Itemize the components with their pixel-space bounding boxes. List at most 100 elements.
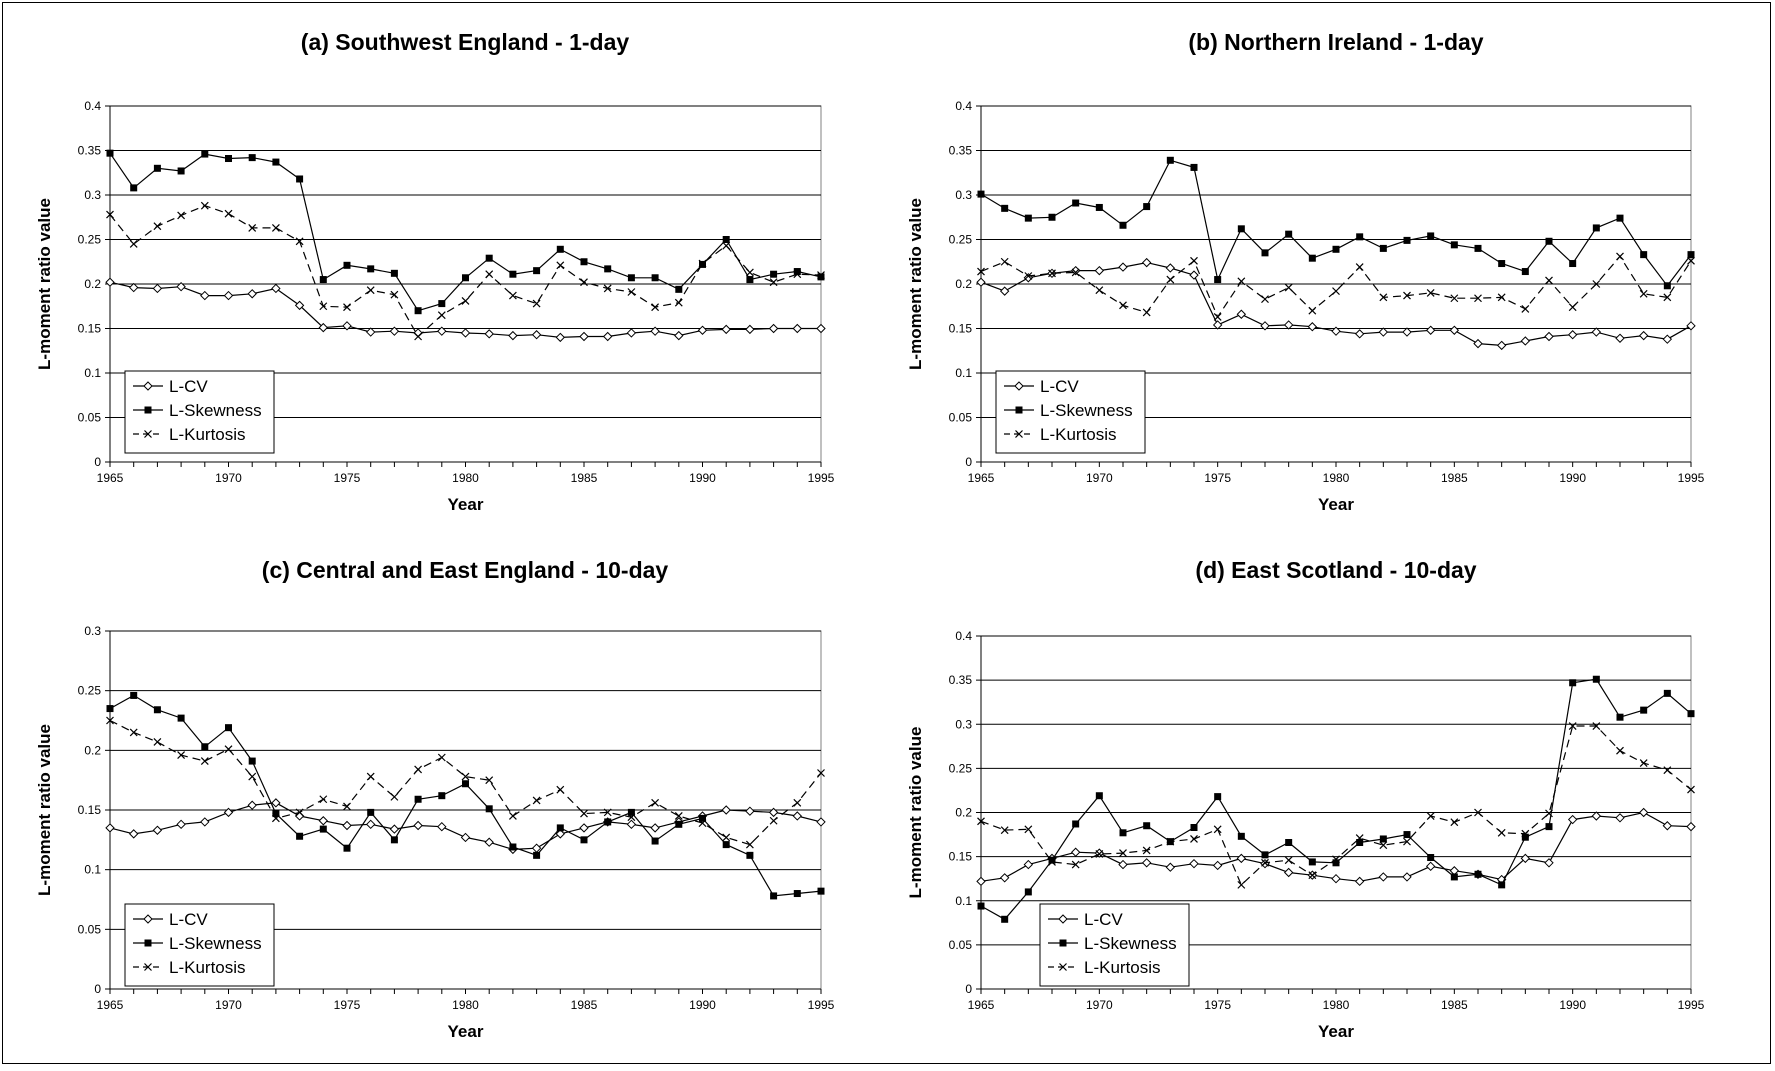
data-point <box>130 184 138 192</box>
data-point <box>1236 309 1247 319</box>
data-point <box>319 795 328 804</box>
data-point <box>1450 873 1458 881</box>
data-point <box>1048 269 1056 278</box>
y-tick-label: 0.25 <box>949 233 973 247</box>
x-tick-label: 1975 <box>1204 998 1231 1012</box>
y-tick-label: 0.2 <box>84 277 101 291</box>
data-point <box>976 277 986 287</box>
cross-stroke <box>745 840 754 849</box>
cross-stroke <box>1592 280 1601 288</box>
data-point <box>1261 851 1269 859</box>
data-point <box>1354 329 1365 339</box>
data-point <box>977 902 985 910</box>
data-point <box>722 236 730 243</box>
x-axis-label: Year <box>1318 495 1354 514</box>
data-point <box>225 155 232 163</box>
data-point <box>1095 850 1104 858</box>
data-point <box>1118 262 1128 272</box>
data-point <box>977 267 985 276</box>
data-point <box>1498 881 1506 889</box>
data-point <box>1166 156 1174 164</box>
data-point <box>414 765 423 774</box>
y-tick-label: 0.35 <box>949 673 973 687</box>
legend-label: L-Skewness <box>1084 934 1177 953</box>
cross-stroke <box>271 814 280 823</box>
cross-stroke <box>1639 759 1648 768</box>
cross-stroke <box>1166 275 1175 284</box>
data-point <box>319 302 328 311</box>
data-point <box>484 837 494 847</box>
data-point <box>1166 275 1175 284</box>
x-tick-label: 1965 <box>97 471 124 485</box>
data-point <box>651 798 660 807</box>
cross-stroke <box>1379 841 1388 850</box>
data-point <box>1072 199 1080 207</box>
data-point <box>508 330 518 341</box>
data-point <box>1024 888 1032 896</box>
data-point <box>390 290 399 299</box>
data-point <box>509 270 517 278</box>
data-point <box>176 819 186 830</box>
data-point <box>816 323 826 334</box>
legend: L-CV L-Skewness L-Kurtosis <box>1039 903 1190 987</box>
legend-label: L-Kurtosis <box>1084 958 1161 977</box>
data-point <box>1545 237 1553 245</box>
data-point <box>343 844 351 852</box>
cross-stroke <box>977 267 985 276</box>
cross-stroke <box>1119 301 1127 310</box>
data-point <box>153 706 161 714</box>
data-point <box>1190 256 1198 265</box>
data-point <box>438 300 446 308</box>
data-point <box>1165 263 1176 273</box>
data-point <box>699 814 706 822</box>
cross-stroke <box>1284 856 1293 865</box>
data-point <box>816 817 826 827</box>
series-l-kurtosis <box>106 716 825 849</box>
data-point <box>650 326 660 336</box>
data-point <box>271 814 280 823</box>
data-point <box>768 323 779 334</box>
data-point <box>1001 204 1009 212</box>
data-point <box>1497 293 1506 302</box>
legend-label: L-CV <box>169 377 208 396</box>
cross-stroke <box>1000 826 1009 835</box>
data-point <box>1213 313 1222 321</box>
data-point <box>1190 824 1198 832</box>
cross-stroke <box>343 303 351 312</box>
cross-stroke <box>1332 287 1340 296</box>
data-point <box>152 825 163 835</box>
data-point <box>389 824 400 834</box>
x-axis-label: Year <box>448 495 484 514</box>
data-point <box>390 792 399 801</box>
y-axis-label: L-moment ratio value <box>906 727 925 899</box>
cross-stroke <box>532 299 541 308</box>
data-point <box>1308 871 1317 880</box>
cross-stroke <box>144 963 152 971</box>
data-point <box>1308 306 1317 315</box>
data-point <box>1521 829 1530 838</box>
data-point <box>1545 809 1553 818</box>
data-point <box>200 757 209 765</box>
cross-stroke <box>1379 293 1388 302</box>
cross-stroke <box>177 751 186 760</box>
x-tick-label: 1970 <box>215 998 242 1012</box>
cross-stroke <box>556 785 565 794</box>
cross-stroke <box>580 278 588 287</box>
data-point <box>580 258 588 266</box>
data-point <box>817 769 825 777</box>
cross-stroke <box>1639 289 1648 298</box>
cross-stroke <box>1663 766 1672 775</box>
data-point <box>977 817 985 826</box>
cross-stroke <box>1403 837 1411 846</box>
data-point <box>745 268 754 277</box>
data-point <box>1567 330 1578 340</box>
legend-marker <box>1014 381 1024 391</box>
data-point <box>626 328 637 338</box>
y-tick-label: 0.35 <box>949 144 973 158</box>
cross-stroke <box>366 772 375 781</box>
data-point <box>792 811 803 821</box>
data-point <box>745 324 755 335</box>
data-point <box>508 291 517 300</box>
data-point <box>1616 252 1624 261</box>
data-point <box>531 330 542 340</box>
